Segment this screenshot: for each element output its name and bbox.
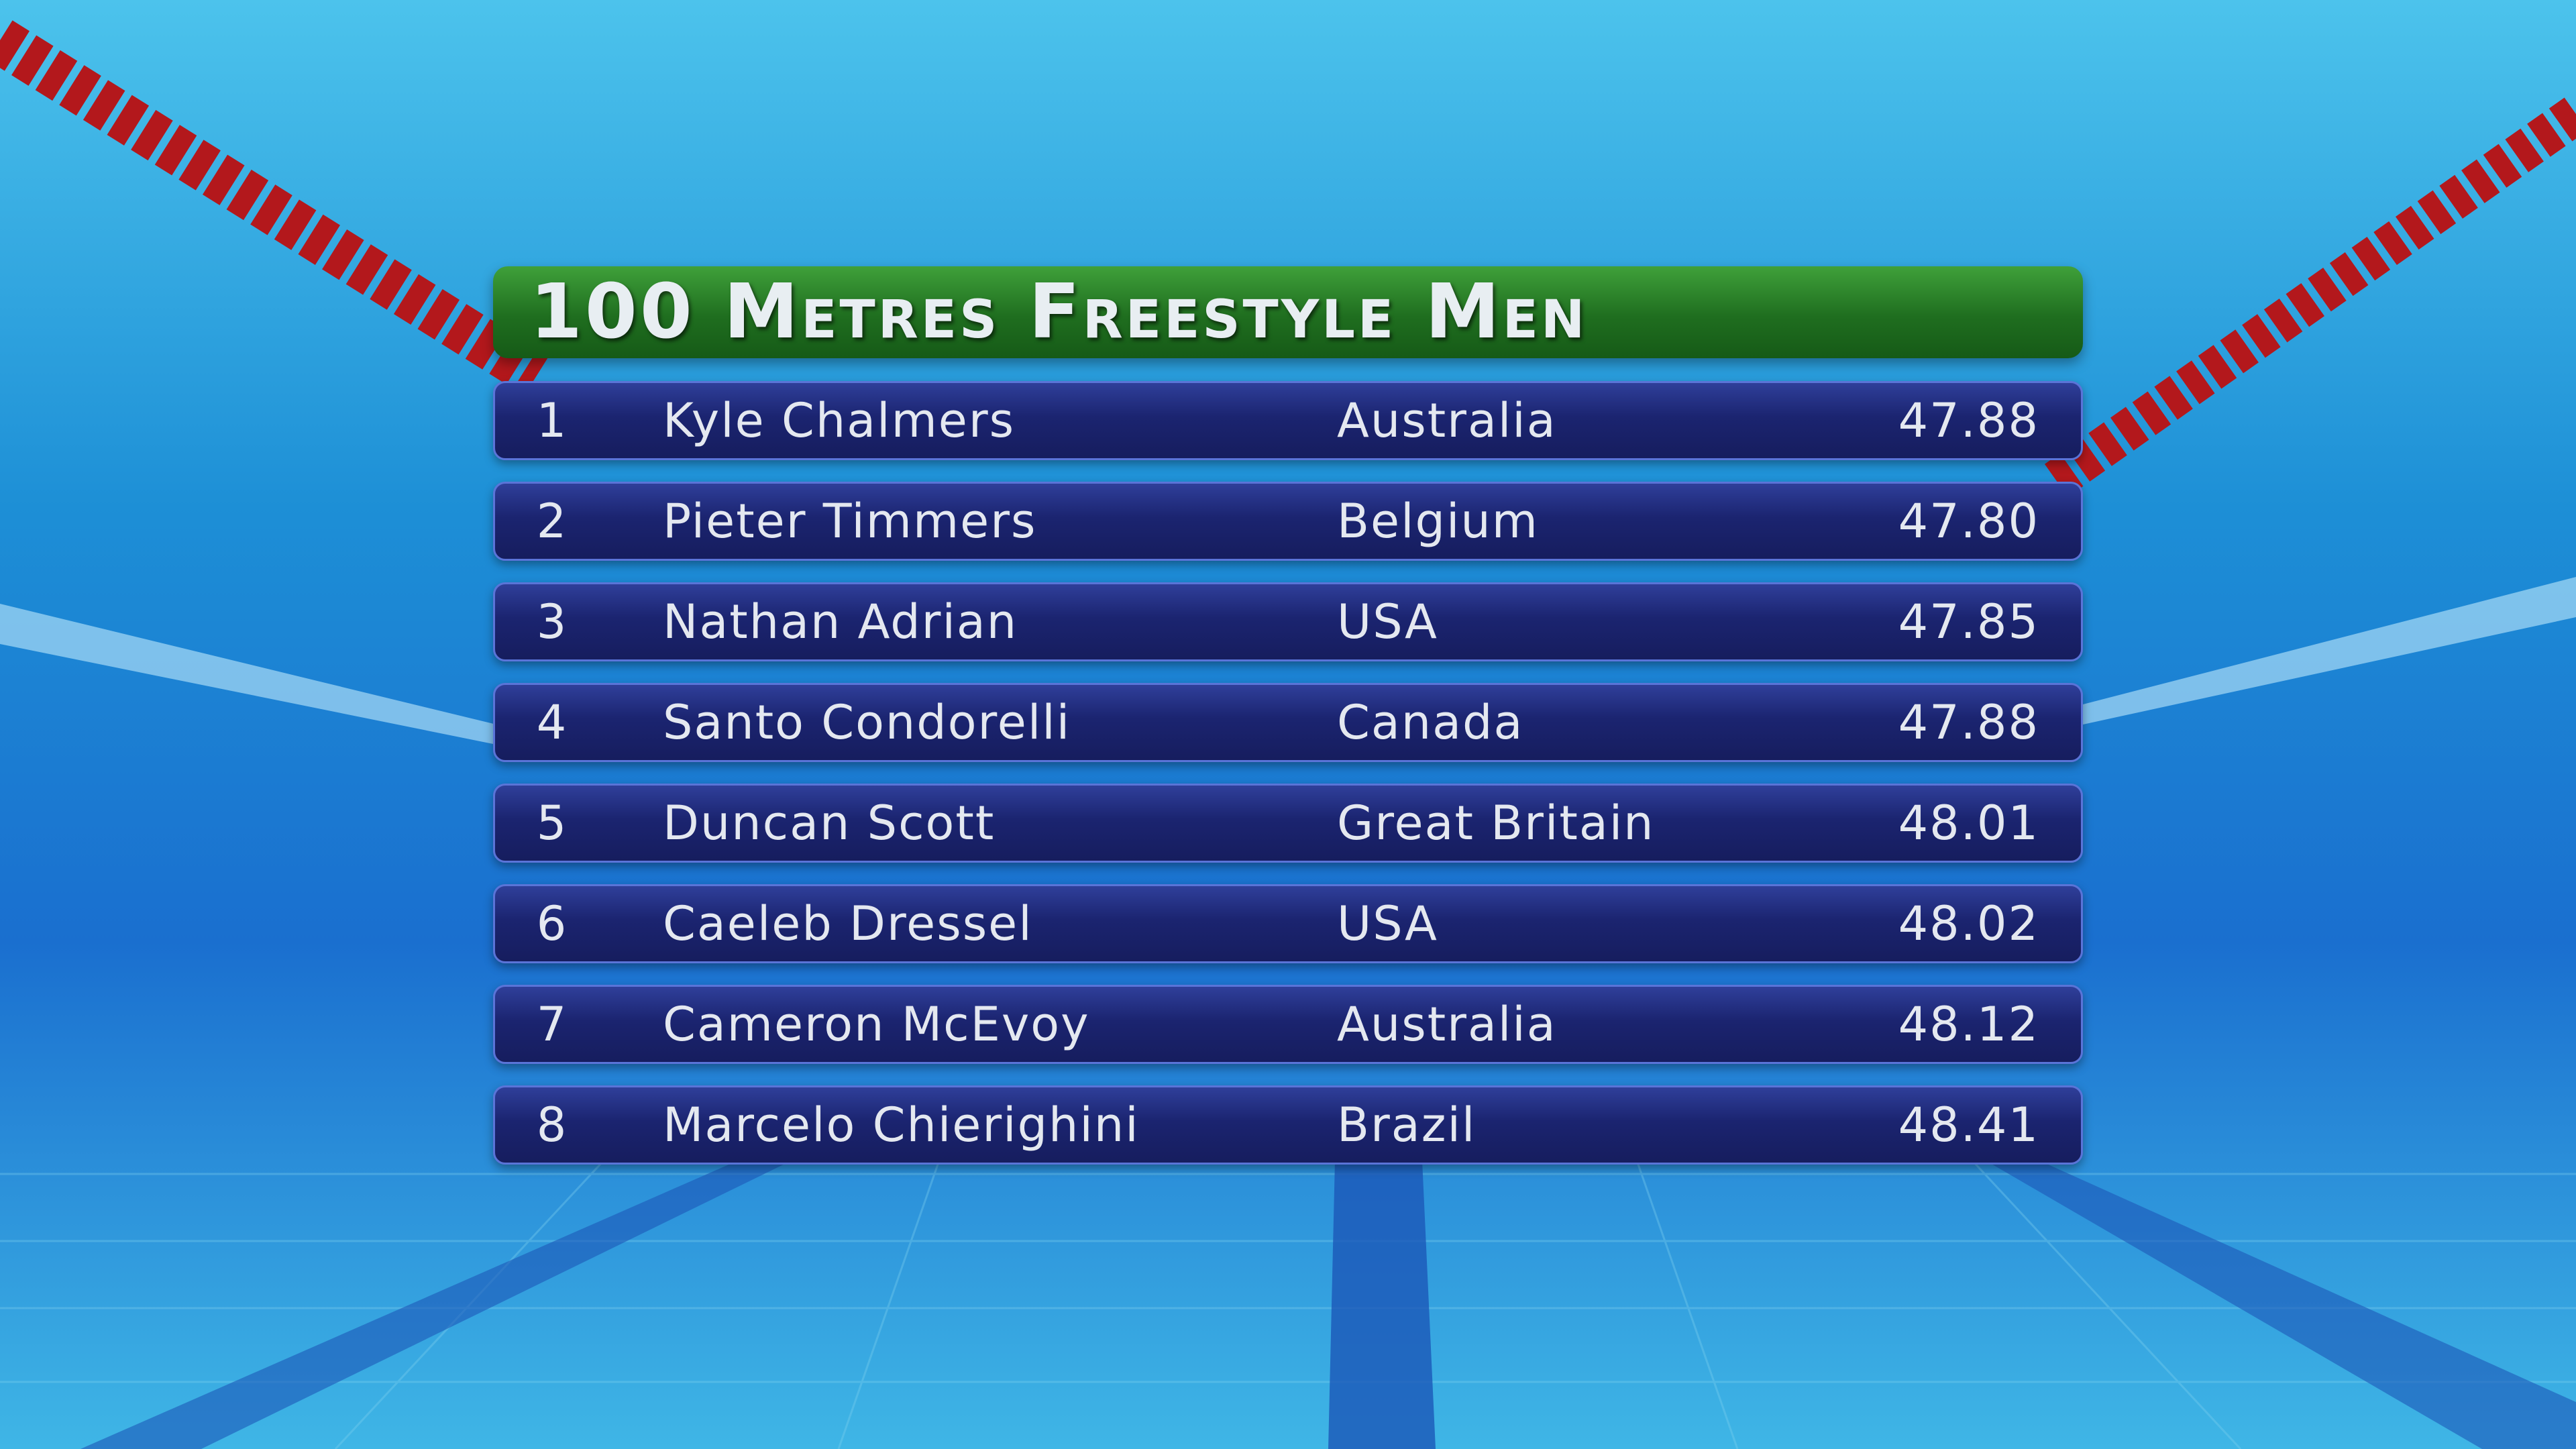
country: USA bbox=[1337, 896, 1438, 951]
time: 48.41 bbox=[1898, 1097, 2039, 1152]
country: Australia bbox=[1337, 393, 1557, 448]
name: Nathan Adrian bbox=[663, 594, 1018, 649]
name: Cameron McEvoy bbox=[663, 997, 1090, 1052]
name: Caeleb Dressel bbox=[663, 896, 1033, 951]
name: Duncan Scott bbox=[663, 796, 996, 851]
name: Pieter Timmers bbox=[663, 494, 1037, 549]
name: Marcelo Chierighini bbox=[663, 1097, 1140, 1152]
rank: 5 bbox=[536, 796, 568, 851]
name: Santo Condorelli bbox=[663, 695, 1071, 750]
rank: 4 bbox=[536, 695, 568, 750]
rank: 6 bbox=[536, 896, 568, 951]
time: 48.01 bbox=[1898, 796, 2039, 851]
result-row: 3 Nathan Adrian USA 47.85 bbox=[493, 582, 2083, 661]
time: 47.88 bbox=[1898, 695, 2039, 750]
rank: 2 bbox=[536, 494, 568, 549]
title: 100 Metres Freestyle Men bbox=[530, 268, 1588, 356]
rank: 7 bbox=[536, 997, 568, 1052]
result-row: 6 Caeleb Dressel USA 48.02 bbox=[493, 884, 2083, 963]
country: Great Britain bbox=[1337, 796, 1655, 851]
result-row: 7 Cameron McEvoy Australia 48.12 bbox=[493, 985, 2083, 1064]
result-row: 1 Kyle Chalmers Australia 47.88 bbox=[493, 381, 2083, 460]
result-row: 5 Duncan Scott Great Britain 48.01 bbox=[493, 784, 2083, 863]
name: Kyle Chalmers bbox=[663, 393, 1016, 448]
time: 48.02 bbox=[1898, 896, 2039, 951]
time: 47.88 bbox=[1898, 393, 2039, 448]
time: 47.80 bbox=[1898, 494, 2039, 549]
rank: 3 bbox=[536, 594, 568, 649]
result-row: 8 Marcelo Chierighini Brazil 48.41 bbox=[493, 1085, 2083, 1165]
country: Australia bbox=[1337, 997, 1557, 1052]
result-row: 2 Pieter Timmers Belgium 47.80 bbox=[493, 482, 2083, 561]
rank: 8 bbox=[536, 1097, 568, 1152]
result-row: 4 Santo Condorelli Canada 47.88 bbox=[493, 683, 2083, 762]
title-bar: 100 Metres Freestyle Men bbox=[493, 266, 2083, 358]
time: 48.12 bbox=[1898, 997, 2039, 1052]
country: USA bbox=[1337, 594, 1438, 649]
country: Belgium bbox=[1337, 494, 1539, 549]
country: Canada bbox=[1337, 695, 1524, 750]
rank: 1 bbox=[536, 393, 568, 448]
country: Brazil bbox=[1337, 1097, 1477, 1152]
time: 47.85 bbox=[1898, 594, 2039, 649]
